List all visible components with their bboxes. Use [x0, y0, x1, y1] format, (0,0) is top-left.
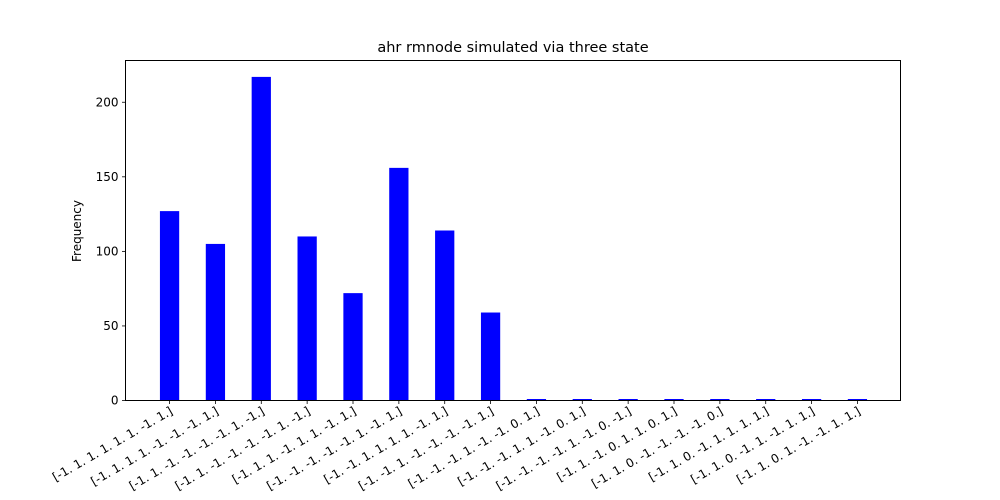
bar-12: [710, 399, 730, 401]
bar-2: [251, 76, 271, 401]
bar-15: [847, 399, 868, 401]
bar-3: [297, 236, 317, 401]
y-tick-label-0: 0: [111, 394, 119, 408]
bar-7: [480, 312, 501, 401]
bar-1: [205, 243, 226, 401]
y-axis-label: Frequency: [70, 200, 84, 262]
bar-6: [435, 230, 455, 401]
y-axis: 0 50 100 150 200: [96, 95, 126, 408]
x-axis: [-1. 1. 1. 1. 1. 1. -1. 1.][-1. 1. 1. 1.…: [50, 400, 863, 493]
chart-title: ahr rmnode simulated via three state: [377, 40, 648, 56]
bar-0: [159, 211, 180, 401]
bar-14: [801, 399, 822, 401]
bar-8: [526, 399, 547, 401]
bars-layer: [159, 76, 868, 401]
bar-9: [572, 399, 592, 401]
y-tick-label-2: 100: [96, 244, 119, 258]
plot-frame: [125, 60, 901, 401]
bar-11: [664, 399, 684, 401]
bar-5: [389, 167, 409, 401]
y-tick-label-3: 150: [96, 170, 119, 184]
y-tick-label-1: 50: [103, 319, 118, 333]
bar-13: [756, 399, 776, 401]
bar-10: [618, 399, 638, 401]
bar-4: [343, 293, 363, 401]
y-tick-label-4: 200: [96, 95, 119, 109]
